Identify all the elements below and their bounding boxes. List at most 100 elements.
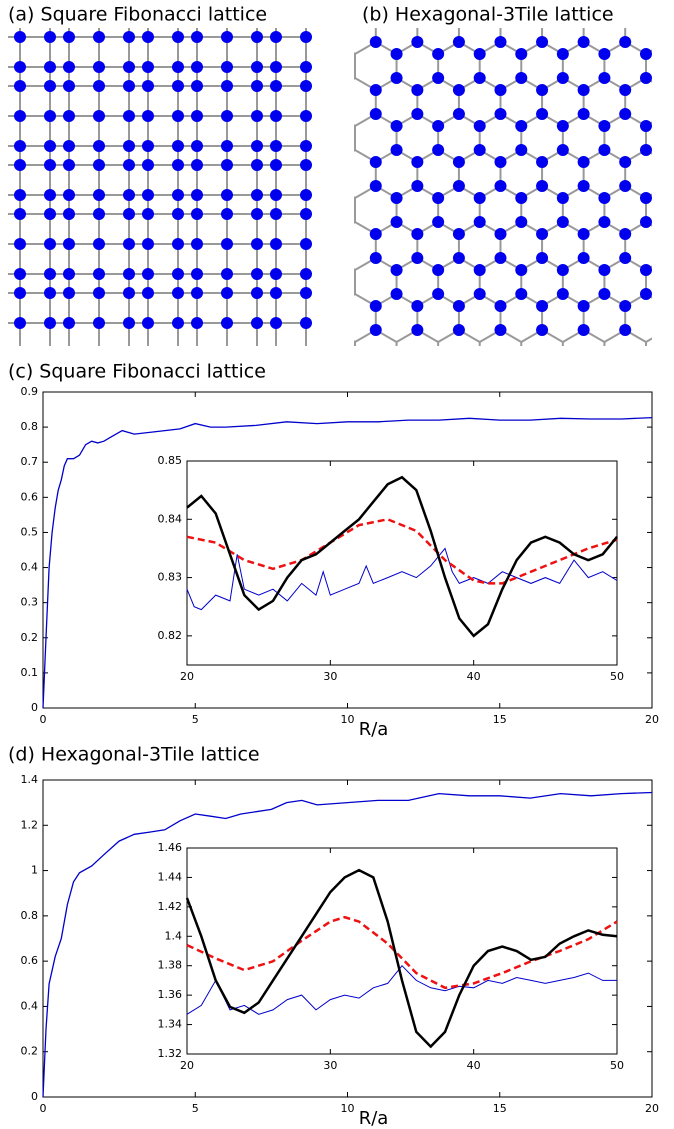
lattice-site — [93, 189, 105, 201]
lattice-bond — [667, 222, 674, 234]
lattice-site — [123, 80, 135, 92]
lattice-bond — [542, 366, 563, 378]
y-tick-label: 1.34 — [158, 1018, 183, 1031]
lattice-site — [452, 108, 465, 120]
x-tick-label: 40 — [467, 1059, 481, 1072]
lattice-site — [270, 317, 282, 329]
lattice-site — [123, 140, 135, 152]
lattice-bond — [667, 366, 674, 378]
x-tick-label: 0 — [40, 1102, 47, 1115]
lattice-site — [619, 36, 632, 48]
lattice-site — [14, 61, 26, 73]
lattice-site — [536, 180, 549, 192]
lattice-site — [142, 110, 154, 122]
lattice-site — [369, 324, 382, 336]
lattice-site — [172, 61, 184, 73]
lattice-site — [93, 140, 105, 152]
lattice-bond — [667, 402, 674, 414]
lattice-site — [14, 238, 26, 250]
lattice-site — [639, 120, 652, 132]
lattice-site — [452, 84, 465, 96]
lattice-site — [411, 252, 424, 264]
panel-title: (a) Square Fibonacci lattice — [8, 4, 267, 26]
lattice-site — [598, 192, 611, 204]
lattice-site — [515, 120, 528, 132]
lattice-site — [494, 180, 507, 192]
lattice-site — [411, 324, 424, 336]
lattice-site — [270, 208, 282, 220]
lattice-bond — [354, 196, 356, 199]
lattice-site — [300, 189, 312, 201]
lattice-site — [63, 208, 75, 220]
lattice-site — [44, 31, 56, 43]
lattice-site — [93, 61, 105, 73]
lattice-site — [251, 317, 263, 329]
lattice-site — [300, 61, 312, 73]
lattice-site — [452, 252, 465, 264]
lattice-site — [411, 108, 424, 120]
lattice-site — [619, 156, 632, 168]
y-tick-label: 0.5 — [21, 525, 39, 538]
lattice-bond — [354, 293, 356, 296]
lattice-site — [494, 36, 507, 48]
lattice-site — [577, 108, 590, 120]
lattice-site — [191, 238, 203, 250]
lattice-site — [221, 110, 233, 122]
y-tick-label: 1.4 — [165, 929, 183, 942]
lattice-site — [63, 287, 75, 299]
lattice-site — [63, 189, 75, 201]
line-series — [186, 475, 618, 638]
lattice-bond — [438, 366, 459, 378]
x-tick-label: 40 — [467, 670, 481, 683]
lattice-bond — [354, 268, 356, 271]
lattice-site — [556, 144, 569, 156]
lattice-bond — [313, 186, 334, 198]
lattice-site — [191, 140, 203, 152]
lattice-bond — [313, 6, 334, 18]
lattice-site — [172, 31, 184, 43]
lattice-site — [577, 180, 590, 192]
lattice-bond — [293, 42, 314, 54]
lattice-site — [93, 317, 105, 329]
lattice-bond — [355, 366, 376, 378]
lattice-bond — [480, 366, 501, 378]
lattice-site — [172, 287, 184, 299]
y-tick-label: 1.2 — [21, 818, 39, 831]
lattice-site — [619, 300, 632, 312]
lattice-site — [44, 287, 56, 299]
lattice-site — [556, 192, 569, 204]
x-tick-label: 20 — [180, 1059, 194, 1072]
lattice-bond — [354, 52, 356, 55]
lattice-site — [221, 317, 233, 329]
lattice-site — [473, 48, 486, 60]
lattice-site — [432, 216, 445, 228]
lattice-site — [221, 31, 233, 43]
lattice-site — [251, 287, 263, 299]
lattice-site — [123, 110, 135, 122]
x-tick-label: 20 — [645, 713, 659, 726]
lattice-bond — [313, 150, 334, 162]
lattice-bond — [397, 366, 418, 378]
lattice-site — [251, 159, 263, 171]
lattice-site — [14, 268, 26, 280]
lattice-site — [411, 228, 424, 240]
lattice-bond — [667, 42, 674, 54]
lattice-site — [639, 288, 652, 300]
lattice-site — [172, 238, 184, 250]
y-tick-label: 0.4 — [21, 561, 39, 574]
lattice-site — [411, 84, 424, 96]
lattice-site — [172, 208, 184, 220]
lattice-bond — [334, 6, 355, 18]
lattice-site — [577, 84, 590, 96]
lattice-site — [191, 317, 203, 329]
lattice-site — [619, 252, 632, 264]
lattice-site — [556, 288, 569, 300]
lattice-site — [390, 264, 403, 276]
lattice-site — [93, 110, 105, 122]
lattice-bond — [354, 149, 356, 152]
lattice-site — [536, 252, 549, 264]
y-tick-label: 1.38 — [158, 959, 183, 972]
lattice-site — [300, 80, 312, 92]
lattice-site — [452, 300, 465, 312]
lattice-site — [191, 208, 203, 220]
